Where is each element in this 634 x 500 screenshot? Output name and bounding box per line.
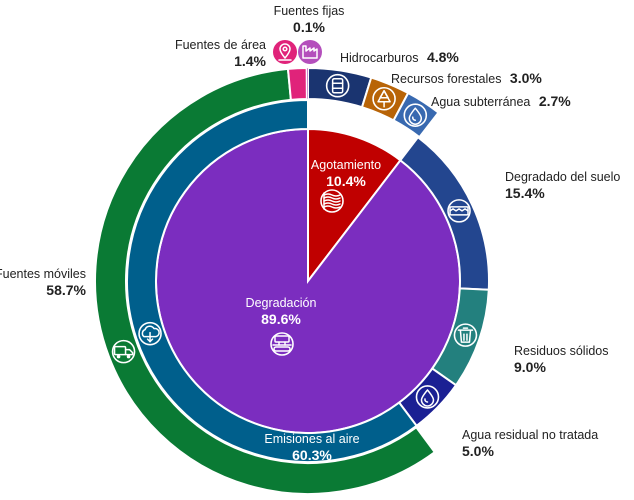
water-drop-icon	[415, 385, 440, 409]
chart-rings	[94, 66, 490, 495]
slice-outer-agua-subterranea	[392, 91, 440, 139]
label-agua-subterranea: Agua subterránea	[431, 95, 530, 109]
label-emisiones-al-aire: Emisiones al aire	[264, 432, 359, 446]
trash-can-icon	[453, 323, 478, 347]
value-agotamiento: 10.4%	[326, 173, 366, 189]
label-agotamiento: Agotamiento	[311, 158, 381, 172]
value-degradado-del-suelo: 15.4%	[505, 185, 545, 201]
label-fuentes-de-area: Fuentes de área	[175, 38, 266, 52]
value-fuentes-moviles: 58.7%	[46, 282, 86, 298]
label-recursos-forestales: Recursos forestales	[391, 72, 501, 86]
slice-outer-fuentes-fijas	[306, 67, 309, 100]
slice-outer-fuentes-moviles	[94, 67, 437, 495]
inner-labels: Agotamiento 10.4% Degradación 89.6% Emis…	[246, 158, 382, 463]
label-hidrocarburos-line: Hidrocarburos 4.8%	[340, 49, 459, 66]
oil-barrel-icon	[325, 73, 350, 98]
slice-inner-agotamiento	[307, 127, 402, 284]
label-degradacion: Degradación	[246, 296, 317, 310]
factory-conveyor-icon	[270, 332, 294, 356]
pollution-waves-icon	[320, 189, 344, 213]
truck-icon	[111, 339, 136, 364]
label-degradado-del-suelo: Degradado del suelo	[505, 170, 620, 184]
label-hidrocarburos: Hidrocarburos	[340, 51, 419, 65]
slice-outer-fuentes-de-area	[286, 66, 308, 101]
cloud-download-icon	[138, 321, 162, 346]
value-fuentes-de-area: 1.4%	[234, 53, 266, 69]
chart-icons	[111, 40, 478, 409]
value-recursos-forestales: 3.0%	[510, 70, 542, 86]
label-fuentes-fijas: Fuentes fijas	[274, 4, 345, 18]
value-degradacion: 89.6%	[261, 311, 301, 327]
value-emisiones-al-aire: 60.3%	[292, 447, 332, 463]
tree-icon	[372, 86, 396, 111]
label-fuentes-moviles: Fuentes móviles	[0, 267, 86, 281]
slice-inner-degradacion	[155, 127, 461, 434]
value-agua-subterranea: 2.7%	[539, 93, 571, 109]
value-residuos-solidos: 9.0%	[514, 359, 546, 375]
factory-icon	[298, 40, 322, 64]
label-residuos-solidos: Residuos sólidos	[514, 344, 609, 358]
value-hidrocarburos: 4.8%	[427, 49, 459, 65]
value-fuentes-fijas: 0.1%	[293, 19, 325, 35]
outer-labels: Fuentes fijas 0.1% Fuentes de área 1.4% …	[0, 4, 620, 459]
label-agua-residual: Agua residual no tratada	[462, 428, 598, 442]
soil-layer-icon	[447, 199, 471, 223]
map-pin-icon	[273, 40, 297, 64]
value-agua-residual: 5.0%	[462, 443, 494, 459]
water-drop-icon	[403, 103, 428, 127]
label-agua-subterranea-line: Agua subterránea 2.7%	[431, 93, 571, 110]
label-recursos-forestales-line: Recursos forestales 3.0%	[391, 70, 542, 87]
